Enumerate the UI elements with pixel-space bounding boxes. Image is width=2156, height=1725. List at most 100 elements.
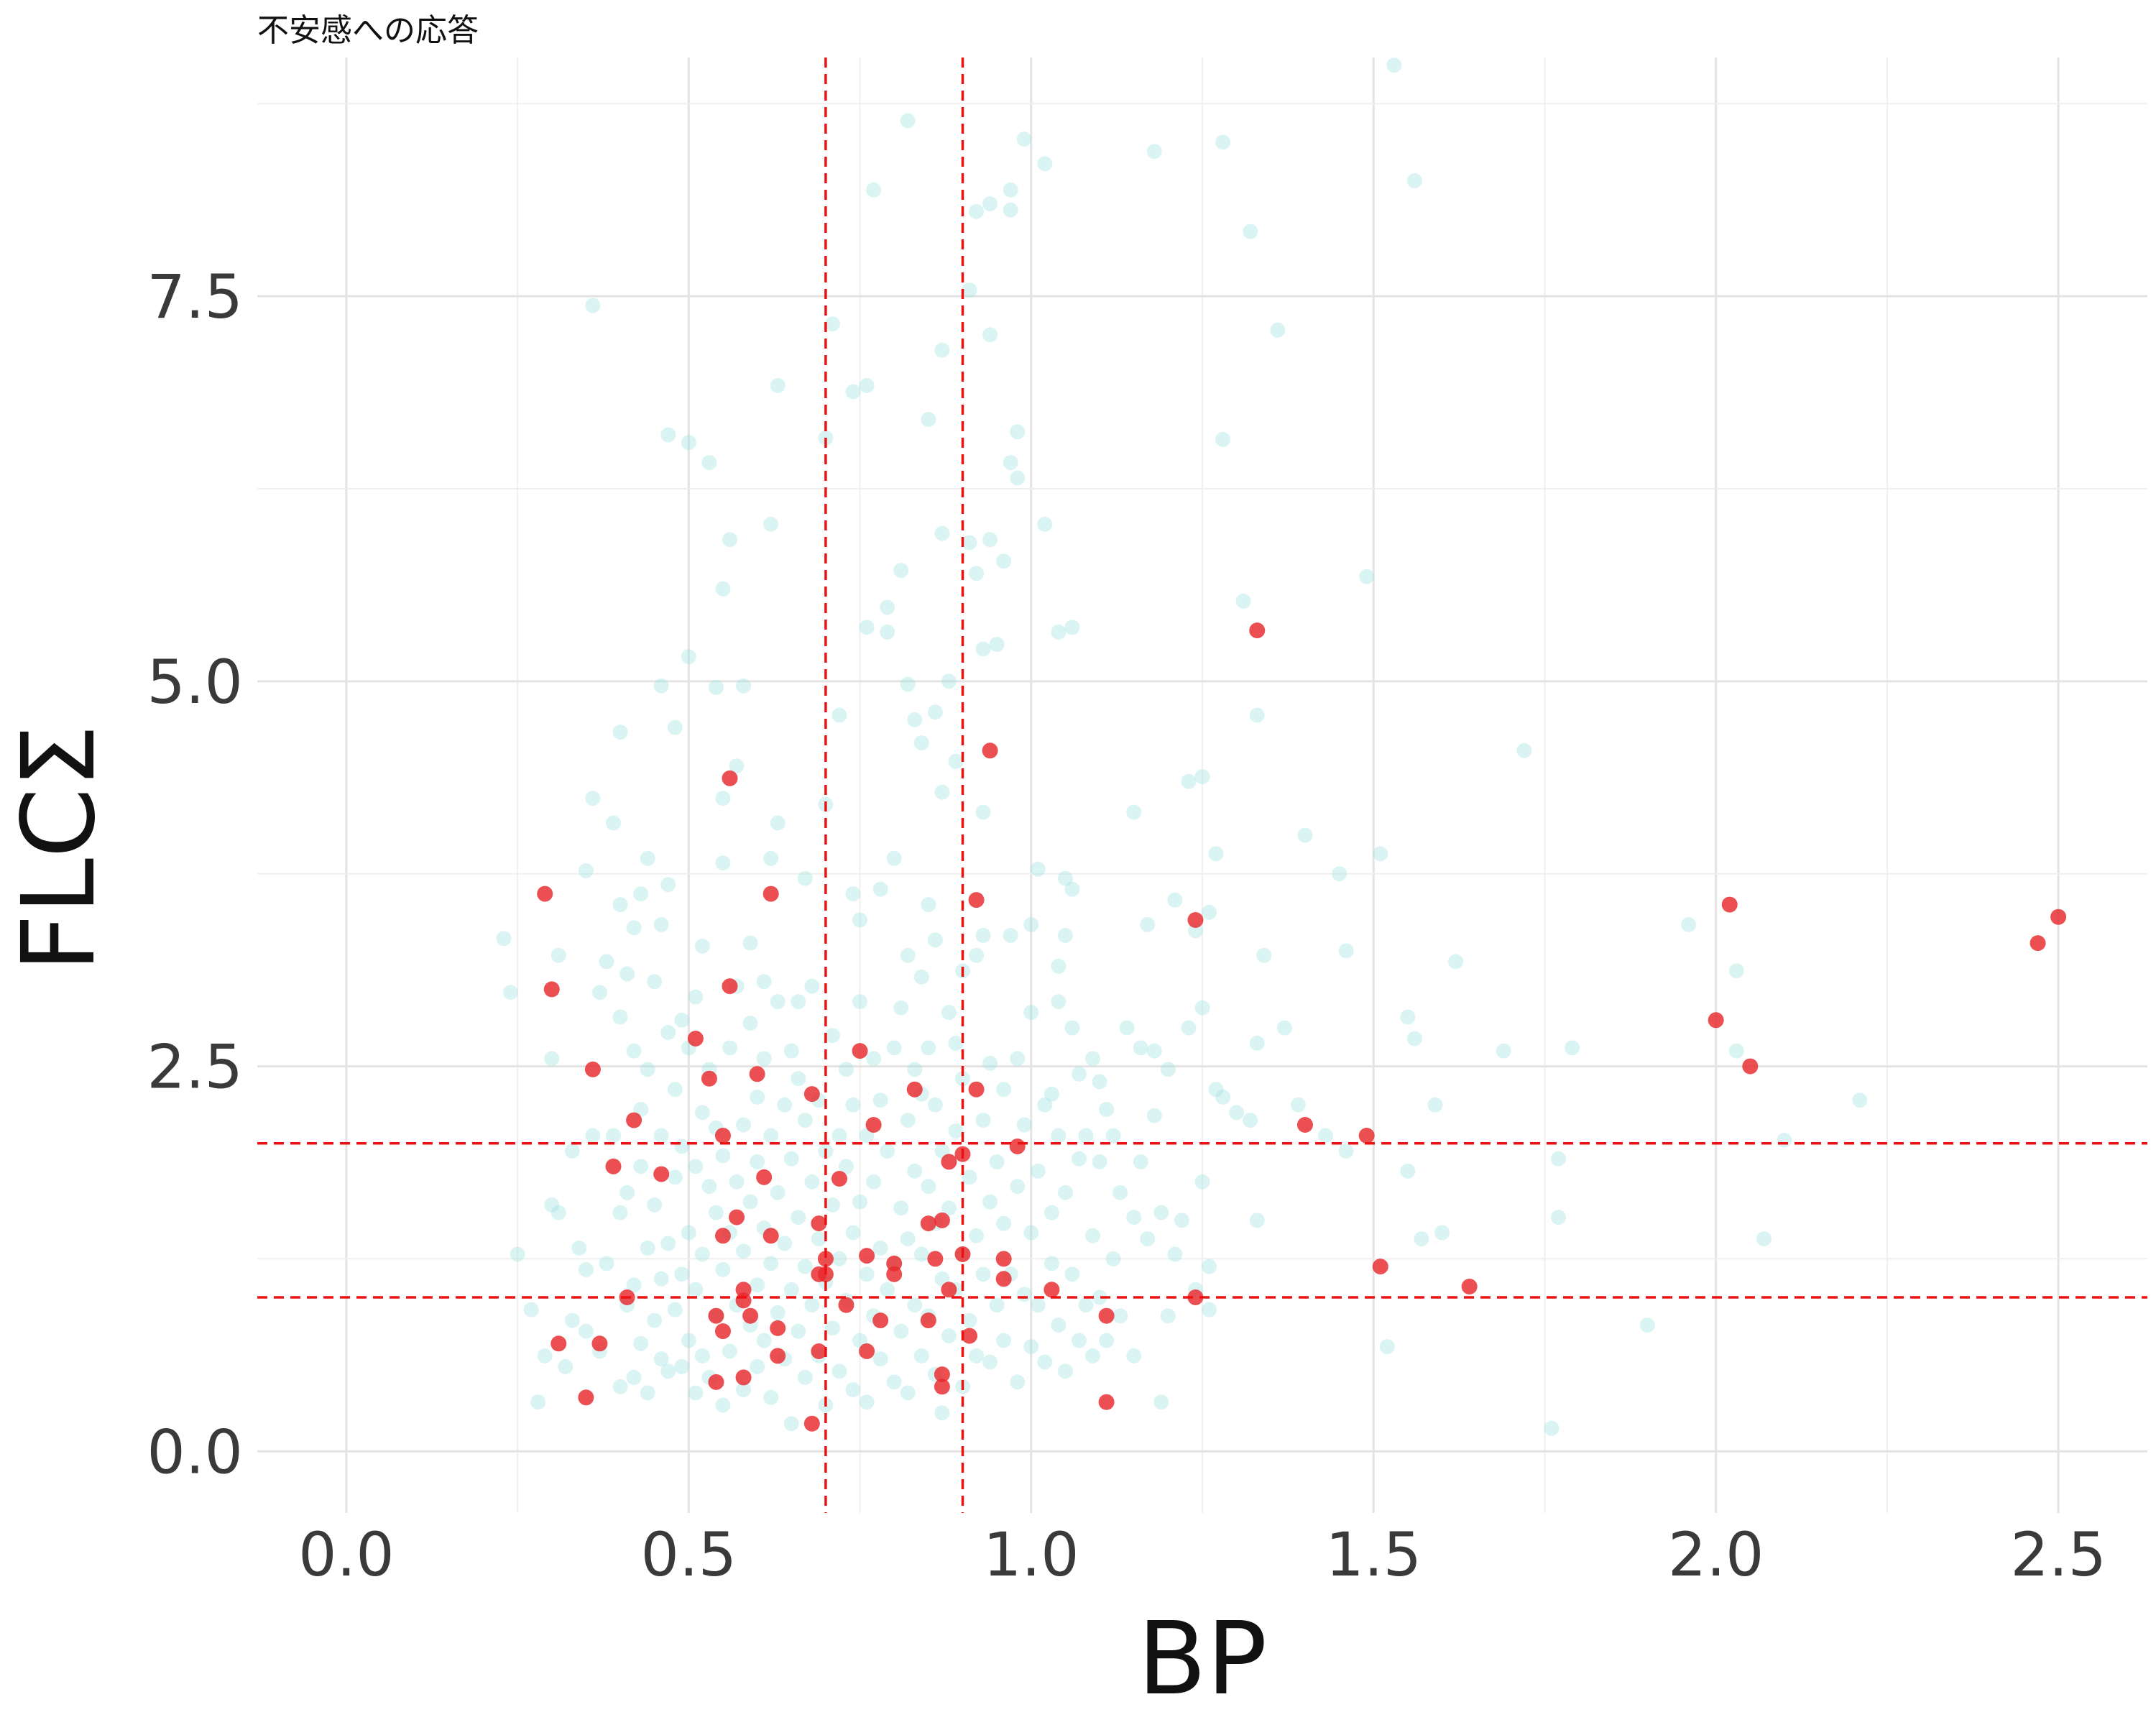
background-point — [1051, 1128, 1067, 1144]
background-point — [783, 1282, 799, 1297]
background-point — [626, 1043, 642, 1059]
highlight-point — [995, 1251, 1012, 1267]
background-point — [606, 1128, 622, 1144]
highlight-point — [906, 1081, 923, 1098]
background-point — [1078, 1297, 1094, 1313]
background-point — [934, 1405, 950, 1421]
background-point — [736, 1243, 752, 1259]
background-point — [722, 1040, 737, 1056]
background-point — [1044, 1256, 1059, 1271]
background-point — [1565, 1040, 1580, 1056]
background-point — [975, 1113, 991, 1128]
background-point — [1728, 963, 1744, 979]
background-point — [715, 1397, 731, 1413]
background-point — [750, 1154, 765, 1169]
background-point — [872, 1092, 888, 1108]
background-point — [688, 989, 704, 1005]
highlight-point — [1187, 1289, 1204, 1305]
background-point — [681, 1225, 696, 1241]
highlight-point — [763, 1228, 779, 1244]
background-point — [578, 1261, 594, 1277]
background-point — [913, 969, 929, 985]
background-point — [982, 327, 998, 343]
background-point — [962, 282, 977, 298]
x-tick-label: 2.5 — [2010, 1519, 2106, 1590]
background-point — [688, 1159, 704, 1174]
background-point — [913, 735, 929, 751]
background-point — [1297, 827, 1313, 843]
background-point — [1194, 769, 1210, 785]
background-point — [811, 1231, 826, 1247]
background-point — [1064, 1266, 1080, 1282]
background-point — [1229, 1105, 1245, 1121]
background-point — [907, 1062, 923, 1077]
background-point — [831, 1128, 847, 1144]
highlight-point — [543, 981, 560, 998]
background-point — [1249, 1213, 1265, 1228]
background-point — [1290, 1097, 1306, 1113]
background-point — [770, 1184, 786, 1200]
background-point — [777, 1097, 793, 1113]
highlight-point — [1708, 1012, 1724, 1029]
background-point — [701, 1179, 717, 1195]
background-point — [1064, 1020, 1080, 1036]
background-point — [1243, 224, 1258, 239]
x-tick-label: 0.0 — [298, 1519, 395, 1590]
background-point — [872, 1351, 888, 1367]
background-point — [845, 1382, 861, 1398]
background-point — [791, 1210, 806, 1225]
background-point — [1044, 1205, 1059, 1220]
background-point — [893, 1000, 909, 1016]
background-point — [934, 784, 950, 800]
background-point — [880, 1282, 895, 1297]
highlight-point — [941, 1282, 957, 1298]
background-point — [612, 1379, 628, 1394]
background-point — [934, 342, 950, 358]
background-point — [1516, 742, 1532, 758]
background-point — [1338, 943, 1354, 959]
highlight-point — [701, 1070, 717, 1087]
background-point — [1112, 1184, 1128, 1200]
background-point — [900, 676, 916, 692]
highlight-point — [803, 1086, 820, 1103]
background-point — [729, 1174, 745, 1190]
background-point — [1215, 134, 1231, 150]
highlight-point — [934, 1366, 950, 1383]
background-point — [880, 624, 895, 640]
background-point — [1003, 927, 1018, 943]
background-point — [866, 1051, 882, 1067]
background-point — [660, 1236, 676, 1251]
background-point — [763, 850, 779, 866]
background-point — [859, 1394, 875, 1410]
background-point — [1208, 846, 1224, 862]
background-point — [1037, 1354, 1053, 1370]
background-point — [550, 947, 566, 963]
background-point — [845, 1225, 861, 1241]
grid — [257, 58, 2147, 1513]
highlight-point — [941, 1154, 957, 1170]
background-point — [941, 673, 957, 689]
background-point — [948, 1035, 964, 1051]
highlight-point — [714, 1128, 731, 1144]
highlight-point — [920, 1215, 936, 1232]
background-point — [804, 1297, 820, 1313]
background-point — [1092, 1289, 1107, 1305]
background-point — [1112, 1308, 1128, 1324]
background-point — [969, 566, 985, 581]
background-point — [1085, 1228, 1101, 1243]
background-point — [954, 1071, 970, 1087]
background-point — [640, 850, 655, 866]
background-point — [1037, 516, 1053, 532]
background-point — [1160, 1308, 1176, 1324]
background-point — [647, 1312, 663, 1328]
background-point — [626, 1369, 642, 1385]
background-point — [763, 516, 779, 532]
highlight-point — [852, 1043, 868, 1059]
background-point — [1639, 1317, 1655, 1333]
background-point — [852, 994, 868, 1010]
background-point — [742, 1194, 758, 1210]
background-point — [900, 947, 916, 963]
background-point — [1194, 1000, 1210, 1016]
highlight-point — [865, 1117, 882, 1133]
